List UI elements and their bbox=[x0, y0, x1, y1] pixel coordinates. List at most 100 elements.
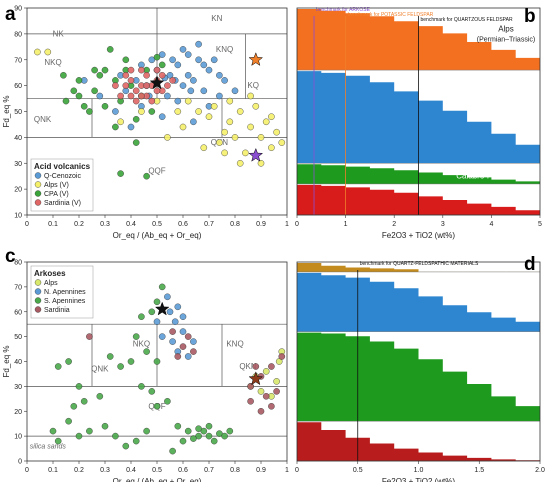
x-tick-label: 0.5 bbox=[353, 467, 363, 474]
field-label: QKN bbox=[239, 362, 257, 371]
y-tick-label: 90 bbox=[14, 6, 22, 13]
data-point-cpa-v- bbox=[75, 77, 83, 84]
data-point-s-apennines bbox=[138, 313, 145, 321]
data-point-alps-v- bbox=[184, 97, 192, 105]
y-tick-label: 40 bbox=[14, 135, 22, 142]
legend-swatch bbox=[34, 199, 42, 206]
data-point-s-apennines bbox=[226, 427, 234, 435]
data-point-alps-v- bbox=[164, 134, 171, 141]
band-label: Southern bbox=[490, 359, 522, 368]
y-tick-label: 40 bbox=[14, 359, 22, 366]
data-point-sardinia bbox=[257, 407, 265, 415]
band-sublabel: (Permian–Triassic) bbox=[477, 37, 535, 44]
data-point-s-apennines bbox=[75, 432, 83, 440]
data-point-cpa-v- bbox=[117, 170, 124, 177]
data-point-s-apennines bbox=[148, 388, 156, 395]
data-point-alps-v- bbox=[216, 139, 223, 146]
data-point-sardinia bbox=[273, 388, 280, 395]
data-point-s-apennines bbox=[210, 437, 218, 445]
legend-swatch bbox=[34, 172, 42, 179]
data-point-cpa-v- bbox=[101, 66, 109, 74]
data-point-s-apennines bbox=[164, 397, 171, 405]
data-point-alps-v- bbox=[231, 134, 239, 141]
data-point-q-cenozoic bbox=[148, 56, 156, 64]
data-point-s-apennines bbox=[205, 422, 213, 430]
data-point-s-apennines bbox=[195, 425, 202, 433]
y-tick-label: 30 bbox=[14, 384, 22, 391]
data-point-s-apennines bbox=[101, 422, 109, 430]
data-point-s-apennines bbox=[132, 333, 140, 340]
data-point-n-apennines bbox=[184, 353, 192, 360]
x-tick-label: 1 bbox=[285, 467, 289, 474]
x-tick-label: 0.2 bbox=[74, 467, 84, 474]
field-label: QNK bbox=[91, 364, 109, 373]
data-point-n-apennines bbox=[171, 318, 179, 326]
y-axis-label: Fd_eq % bbox=[2, 345, 11, 377]
data-point-alps-v- bbox=[200, 144, 208, 151]
data-point-sardinia-v- bbox=[112, 82, 119, 89]
x-tick-label: 0.5 bbox=[152, 467, 162, 474]
data-point-alps-v- bbox=[257, 134, 265, 141]
data-point-alps-v- bbox=[252, 103, 260, 110]
x-tick-label: 0.7 bbox=[204, 221, 214, 228]
data-point-q-cenozoic bbox=[216, 72, 223, 79]
data-point-cpa-v- bbox=[101, 103, 109, 110]
x-tick-label: 2.0 bbox=[535, 467, 545, 474]
x-tick-label: 0 bbox=[295, 467, 299, 474]
x-tick-label: 2 bbox=[392, 221, 396, 228]
y-tick-label: 0 bbox=[18, 459, 22, 466]
data-point-alps bbox=[273, 378, 280, 385]
x-tick-label: 0.9 bbox=[256, 467, 266, 474]
data-point-cpa-v- bbox=[62, 97, 70, 105]
data-point-alps-v- bbox=[268, 144, 275, 151]
legend-label: Alps (V) bbox=[44, 182, 69, 189]
data-point-cpa-v- bbox=[132, 139, 140, 146]
data-point-q-cenozoic bbox=[231, 87, 239, 95]
panel-letter-b: b bbox=[524, 6, 536, 27]
data-point-alps-v- bbox=[44, 48, 52, 56]
field-label: NK bbox=[53, 29, 65, 38]
panel-letter-d: d bbox=[524, 254, 536, 275]
data-point-alps-v- bbox=[268, 113, 275, 120]
field-label: silica sands bbox=[30, 444, 67, 451]
legend-box bbox=[30, 265, 94, 319]
data-point-sardinia-v- bbox=[117, 92, 124, 100]
data-point-cpa-v- bbox=[143, 172, 150, 180]
field-label: QNK bbox=[34, 115, 52, 124]
data-point-q-cenozoic bbox=[216, 92, 223, 100]
data-point-q-cenozoic bbox=[158, 113, 166, 120]
data-point-cpa-v- bbox=[60, 72, 67, 79]
data-point-alps-v- bbox=[262, 118, 270, 126]
y-axis-label: Fd_eq % bbox=[2, 95, 11, 127]
benchmark-star bbox=[154, 301, 170, 316]
data-point-s-apennines bbox=[169, 447, 176, 455]
data-point-alps-v- bbox=[174, 108, 182, 115]
data-point-alps-v- bbox=[226, 118, 234, 126]
data-point-cpa-v- bbox=[70, 87, 78, 95]
data-point-s-apennines bbox=[184, 427, 192, 435]
data-point-sardinia-v- bbox=[127, 92, 135, 100]
data-point-s-apennines bbox=[117, 363, 124, 370]
y-tick-label: 70 bbox=[14, 57, 22, 64]
data-point-q-cenozoic bbox=[174, 97, 182, 105]
x-tick-label: 1 bbox=[344, 221, 348, 228]
data-point-alps-v- bbox=[117, 118, 124, 126]
data-point-sardinia-v- bbox=[153, 87, 161, 95]
data-point-s-apennines bbox=[153, 358, 161, 365]
data-point-s-apennines bbox=[75, 383, 83, 390]
band-panel-b: Alps (Permian–Triassic) Alps & Tuscany (Ter… bbox=[295, 7, 550, 240]
scatter-panel-a: NKKNNKQKNQKQQNKQKNQQF00.10.20.30.40.50.6… bbox=[2, 6, 289, 241]
legend-title: Acid volcanics bbox=[34, 162, 91, 171]
legend-label: Sardinia (V) bbox=[44, 200, 81, 207]
legend-swatch bbox=[34, 306, 42, 313]
x-tick-label: 4 bbox=[489, 221, 493, 228]
band-sublabel: Apennines bbox=[489, 371, 523, 378]
data-point-s-apennines bbox=[138, 383, 145, 390]
band-label: Sardinia bbox=[491, 441, 521, 450]
x-tick-label: 0.1 bbox=[48, 221, 58, 228]
y-tick-label: 20 bbox=[14, 409, 22, 416]
data-point-s-apennines bbox=[221, 432, 228, 440]
x-axis-label: Or_eq / (Ab_eq + Or_eq) bbox=[113, 231, 202, 240]
field-label: NKQ bbox=[44, 58, 61, 67]
